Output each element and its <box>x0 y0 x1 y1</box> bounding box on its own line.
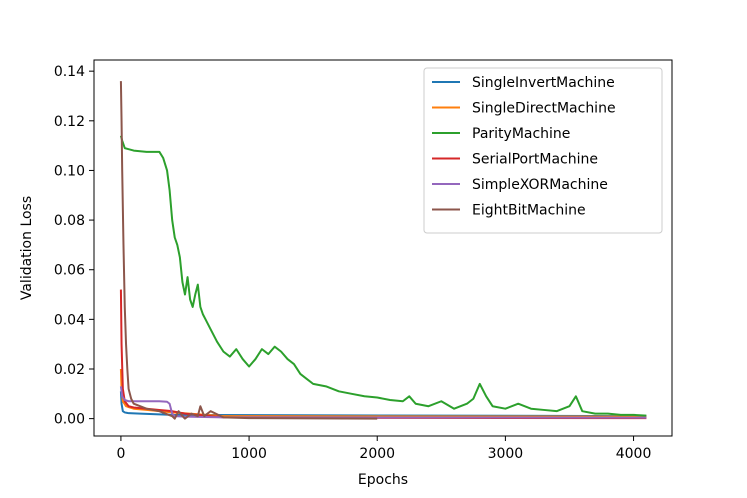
y-axis: 0.00 0.02 0.04 0.06 0.08 0.10 0.12 0.14 <box>54 64 94 428</box>
plot-area <box>119 81 647 420</box>
y-tick-label: 0.12 <box>54 114 85 130</box>
x-tick-label: 3000 <box>488 446 524 462</box>
y-tick-label: 0.08 <box>54 213 85 229</box>
legend: SingleInvertMachine SingleDirectMachine Pa… <box>423 67 663 234</box>
x-tick-label: 1000 <box>231 446 267 462</box>
series-line-parity-machine <box>119 135 647 417</box>
y-tick-label: 0.04 <box>54 312 85 328</box>
series-line-simple-xormachine <box>119 386 647 419</box>
legend-label: SerialPortMachine <box>472 152 598 168</box>
x-axis: 0 1000 2000 3000 4000 <box>116 436 651 462</box>
legend-label: ParityMachine <box>472 126 570 142</box>
legend-box <box>423 67 663 234</box>
legend-label: EightBitMachine <box>472 203 586 219</box>
x-axis-label: Epochs <box>358 472 408 488</box>
series-line-eight-bit-machine <box>119 81 378 420</box>
y-tick-label: 0.10 <box>54 163 85 179</box>
y-tick-label: 0.14 <box>54 64 85 80</box>
legend-label: SingleDirectMachine <box>472 101 616 117</box>
y-tick-label: 0.02 <box>54 362 85 378</box>
y-tick-label: 0.06 <box>54 263 85 279</box>
y-tick-label: 0.00 <box>54 412 85 428</box>
x-tick-label: 4000 <box>616 446 652 462</box>
x-tick-label: 2000 <box>359 446 395 462</box>
axes-frame <box>93 59 673 437</box>
x-tick-label: 0 <box>116 446 125 462</box>
y-axis-label: Validation Loss <box>19 196 35 300</box>
legend-label: SingleInvertMachine <box>472 75 615 91</box>
legend-label: SimpleXORMachine <box>472 177 608 193</box>
